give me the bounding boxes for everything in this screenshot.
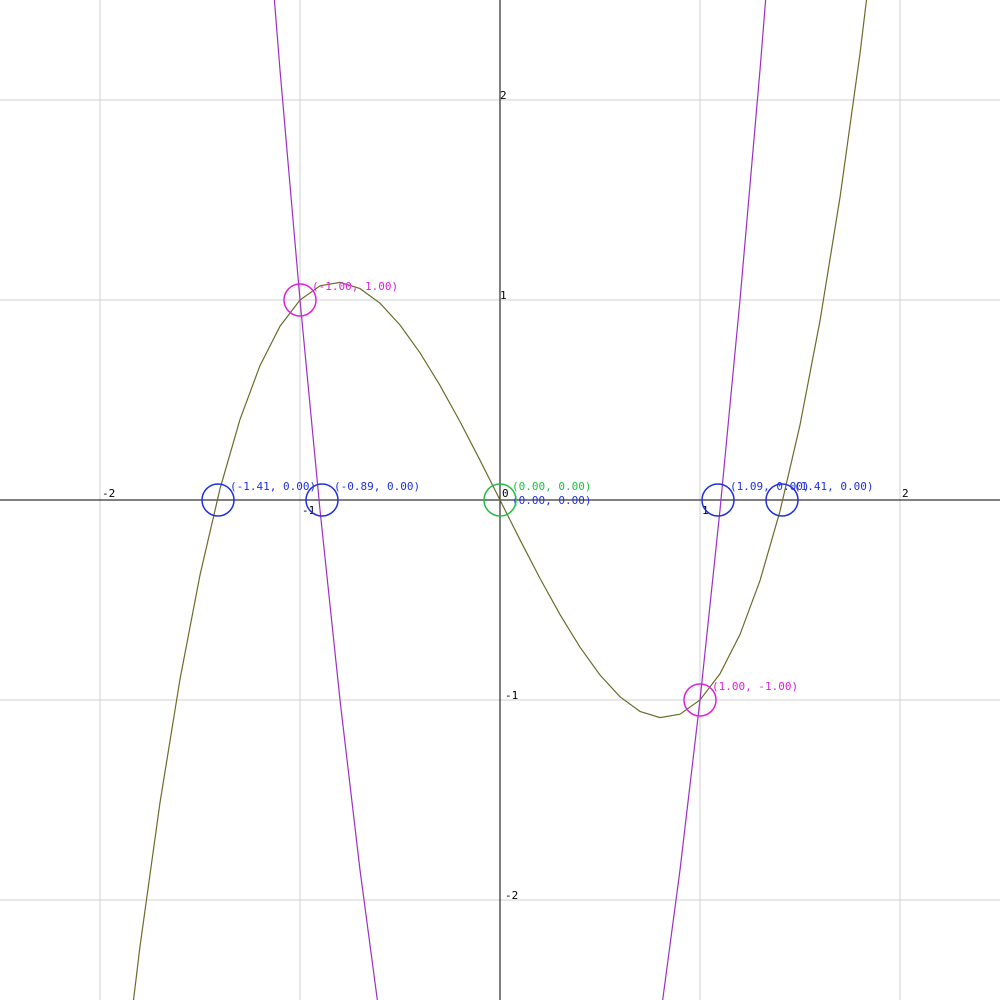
point-label: (-0.89, 0.00) (334, 480, 420, 493)
curve (132, 0, 868, 1000)
point-marker (305, 483, 339, 517)
point-marker (283, 283, 317, 317)
point-marker (701, 483, 735, 517)
point-label: (0.00, 0.00) (512, 494, 591, 507)
x-tick-label: -2 (102, 487, 115, 500)
point-label: (1.41, 0.00) (794, 480, 873, 493)
y-tick-label: 2 (500, 89, 507, 102)
point-label: (1.00, -1.00) (712, 680, 798, 693)
y-tick-label: -2 (505, 889, 518, 902)
point-label: (-1.00, 1.00) (312, 280, 398, 293)
curve (273, 0, 378, 1000)
y-tick-label: -1 (505, 689, 518, 702)
point-label: (1.09, 0.00) (730, 480, 809, 493)
curve (662, 0, 767, 1000)
point-label: (0.00, 0.00) (512, 480, 591, 493)
y-tick-label: 1 (500, 289, 507, 302)
point-marker (765, 483, 799, 517)
point-marker (683, 683, 717, 717)
point-marker (483, 483, 517, 517)
point-marker (201, 483, 235, 517)
x-tick-label: -1 (302, 504, 315, 517)
x-tick-label: 0 (502, 487, 509, 500)
curves (132, 0, 868, 1000)
point-label: (-1.41, 0.00) (230, 480, 316, 493)
x-tick-label: 2 (902, 487, 909, 500)
